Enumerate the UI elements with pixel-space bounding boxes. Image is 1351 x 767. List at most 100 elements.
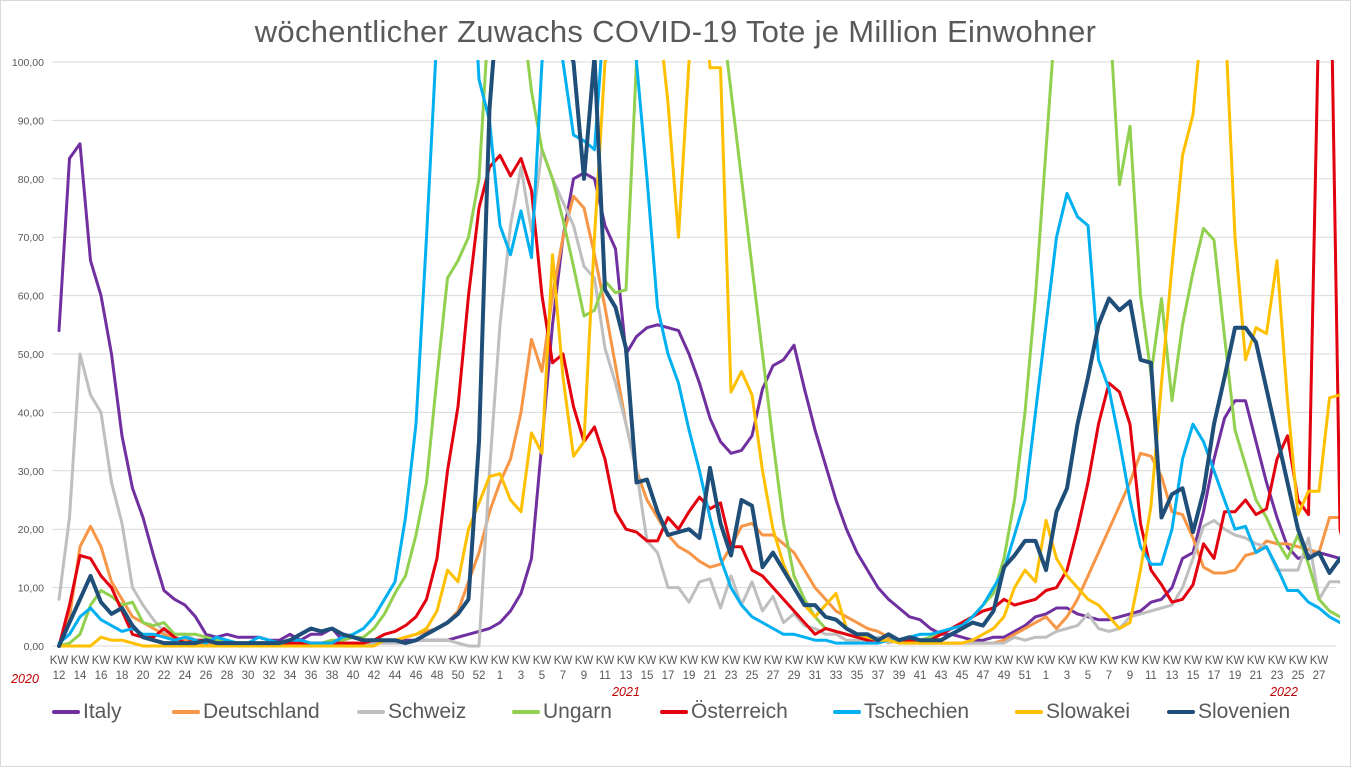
chart-title: wöchentlicher Zuwachs COVID-19 Tote je M… [254,14,1097,49]
x-tick: KW 5 [533,655,552,682]
legend-item: Slovenien [1167,700,1290,724]
x-tick-prefix: KW [71,655,90,667]
x-tick: KW 13 [617,655,636,682]
x-tick-prefix: KW [1289,655,1308,667]
x-tick-label: 7 [560,670,566,682]
x-tick-prefix: KW [344,655,363,667]
x-tick: KW 21 [1247,655,1266,682]
x-tick: KW 7 [554,655,573,682]
x-tick: KW 22 [155,655,174,682]
legend-label: Österreich [691,700,788,723]
x-tick: KW 50 [449,655,468,682]
x-tick-prefix: KW [554,655,573,667]
x-tick-label: 25 [746,670,759,682]
x-tick-label: 12 [53,670,66,682]
x-tick: KW 46 [407,655,426,682]
x-tick-label: 3 [1064,670,1070,682]
x-tick-prefix: KW [197,655,216,667]
x-axis-ticks: KW 12 KW 14 KW 16 KW 18 KW 20 KW 22 KW 24 KW 26 KW 28 KW 30… [50,655,1329,682]
x-tick-label: 44 [389,670,402,682]
x-tick-prefix: KW [1016,655,1035,667]
legend-swatch [512,710,540,714]
x-tick-prefix: KW [407,655,426,667]
x-tick: KW 34 [281,655,300,682]
line-chart: 0,00 10,00 20,00 30,00 40,00 50,00 60,00 70,00 8… [10,57,1340,699]
y-tick-label: 90,00 [18,115,44,127]
x-tick-label: 1 [497,670,503,682]
x-tick: KW 13 [1163,655,1182,682]
x-tick: KW 19 [680,655,699,682]
x-tick-prefix: KW [428,655,447,667]
x-tick-label: 9 [581,670,587,682]
legend-label: Deutschland [203,700,320,723]
x-tick-prefix: KW [974,655,993,667]
x-tick: KW 43 [932,655,951,682]
x-tick: KW 29 [785,655,804,682]
x-tick-label: 26 [200,670,213,682]
x-tick-prefix: KW [596,655,615,667]
x-tick-label: 23 [725,670,738,682]
x-tick-prefix: KW [239,655,258,667]
x-tick-label: 1 [1043,670,1049,682]
x-tick: KW 39 [890,655,909,682]
x-tick: KW 30 [239,655,258,682]
x-tick-prefix: KW [1037,655,1056,667]
series-lines [57,60,1340,648]
x-tick-label: 19 [1229,670,1242,682]
x-tick: KW 21 [701,655,720,682]
x-tick: KW 48 [428,655,447,682]
x-tick-label: 5 [1085,670,1091,682]
x-tick-label: 28 [221,670,234,682]
x-tick: KW 12 [50,655,69,682]
x-tick-label: 34 [284,670,297,682]
x-tick: KW 5 [1079,655,1098,682]
x-tick-label: 38 [326,670,339,682]
x-tick-label: 20 [137,670,150,682]
x-tick-label: 13 [620,670,633,682]
x-tick: KW 23 [1268,655,1287,682]
x-tick-prefix: KW [470,655,489,667]
x-tick: KW 32 [260,655,279,682]
x-tick: KW 18 [113,655,132,682]
x-tick-prefix: KW [932,655,951,667]
x-tick-prefix: KW [134,655,153,667]
x-tick-label: 13 [1166,670,1179,682]
x-tick-label: 45 [956,670,969,682]
x-tick-label: 46 [410,670,423,682]
x-tick-prefix: KW [449,655,468,667]
x-tick: KW 40 [344,655,363,682]
y-tick-label: 60,00 [18,291,44,303]
x-tick-prefix: KW [1226,655,1245,667]
x-tick-prefix: KW [722,655,741,667]
x-tick-label: 24 [179,670,192,682]
y-tick-label: 0,00 [24,641,45,653]
x-tick-prefix: KW [575,655,594,667]
x-tick-label: 21 [704,670,717,682]
x-tick-prefix: KW [680,655,699,667]
x-tick: KW 14 [71,655,90,682]
legend-swatch [357,710,385,714]
x-tick-label: 7 [1106,670,1112,682]
x-tick: KW 27 [764,655,783,682]
x-tick-label: 40 [347,670,360,682]
x-tick-prefix: KW [827,655,846,667]
x-tick-label: 22 [158,670,171,682]
x-tick-prefix: KW [1121,655,1140,667]
x-tick-label: 23 [1271,670,1284,682]
legend-item: Schweiz [357,700,466,724]
year-label: 2022 [1269,685,1298,699]
x-tick-prefix: KW [953,655,972,667]
x-tick-prefix: KW [1079,655,1098,667]
x-tick-prefix: KW [659,655,678,667]
x-tick: KW 35 [848,655,867,682]
x-tick-label: 39 [893,670,906,682]
x-tick: KW 15 [1184,655,1203,682]
x-tick-prefix: KW [911,655,930,667]
x-tick: KW 20 [134,655,153,682]
x-tick: KW 17 [659,655,678,682]
x-tick-prefix: KW [764,655,783,667]
x-tick-prefix: KW [617,655,636,667]
legend-label: Slovenien [1198,700,1291,723]
x-tick: KW 45 [953,655,972,682]
x-tick-prefix: KW [302,655,321,667]
